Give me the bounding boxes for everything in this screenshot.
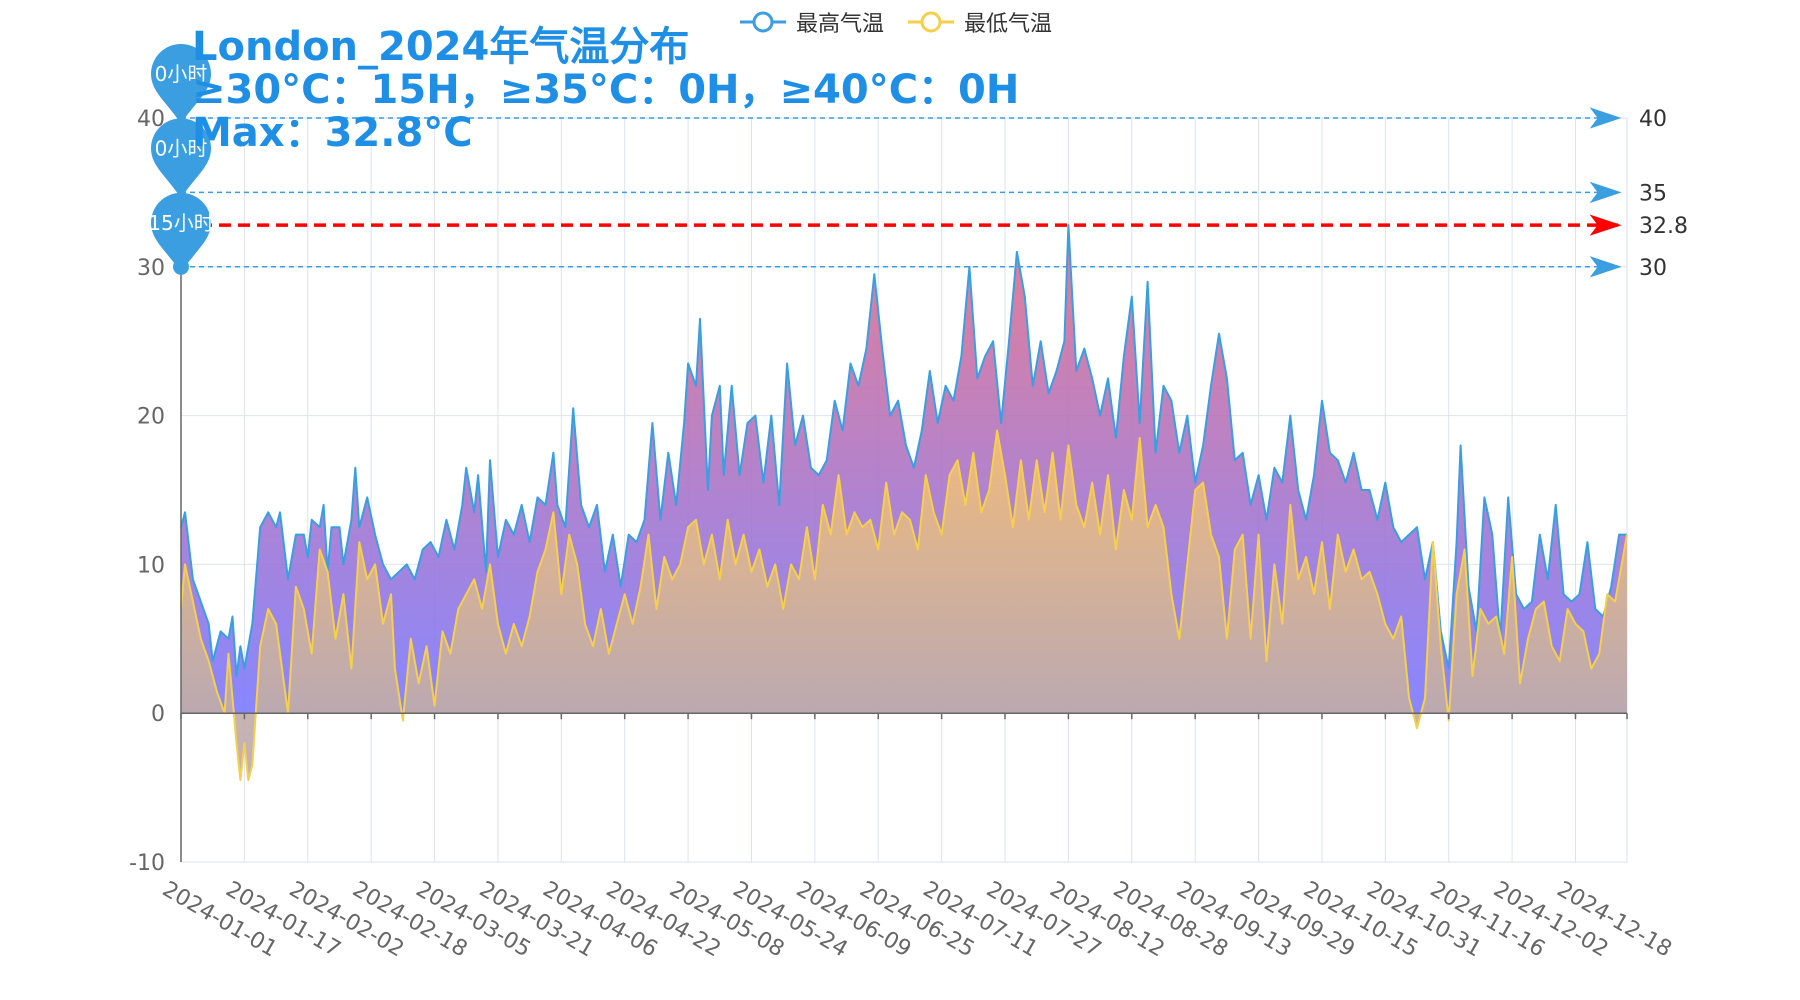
title-line-3: Max：32.8°C [192, 110, 473, 156]
legend-item-min[interactable]: 最低气温 [906, 6, 1052, 38]
title-line-2: ≥30°C：15H，≥35°C：0H，≥40°C：0H [192, 67, 1020, 113]
series-max-temperature-line [180, 224, 1627, 677]
y-tick-label: -10 [129, 851, 165, 876]
legend-max-icon [740, 11, 786, 33]
title-line-1: London_2024年气温分布 [192, 24, 690, 70]
legend-label-max: 最高气温 [796, 12, 885, 37]
y-tick-label: 0 [151, 702, 165, 727]
legend-item-max[interactable]: 最高气温 [738, 6, 884, 38]
pin-marker-label: 0小时 [155, 62, 208, 86]
threshold-label: 35 [1639, 181, 1667, 206]
legend: 最高气温 最低气温 [738, 6, 1074, 38]
pin-marker-label: 0小时 [155, 136, 208, 160]
pin-marker: 15小时 [148, 192, 214, 273]
pin-marker: 0小时 [151, 44, 211, 124]
y-tick-label: 30 [137, 256, 165, 281]
chart-title: London_2024年气温分布 ≥30°C：15H，≥35°C：0H，≥40°… [192, 26, 1019, 155]
pin-marker-shape [151, 192, 211, 273]
threshold-label: 40 [1639, 107, 1667, 132]
pin-marker: 0小时 [151, 118, 211, 199]
y-tick-label: 20 [137, 405, 165, 430]
pin-marker-shape [151, 44, 211, 124]
series-min-temperature-area [181, 430, 1627, 781]
series-min-temperature-line [180, 429, 1628, 782]
y-tick-label: 10 [137, 553, 165, 578]
legend-label-min: 最低气温 [964, 12, 1053, 37]
pin-marker-shape [151, 118, 211, 199]
legend-min-icon [908, 11, 955, 33]
pin-marker-label: 15小时 [148, 211, 213, 235]
max-temperature-label: 32.8 [1639, 214, 1688, 239]
threshold-label: 30 [1639, 256, 1667, 281]
